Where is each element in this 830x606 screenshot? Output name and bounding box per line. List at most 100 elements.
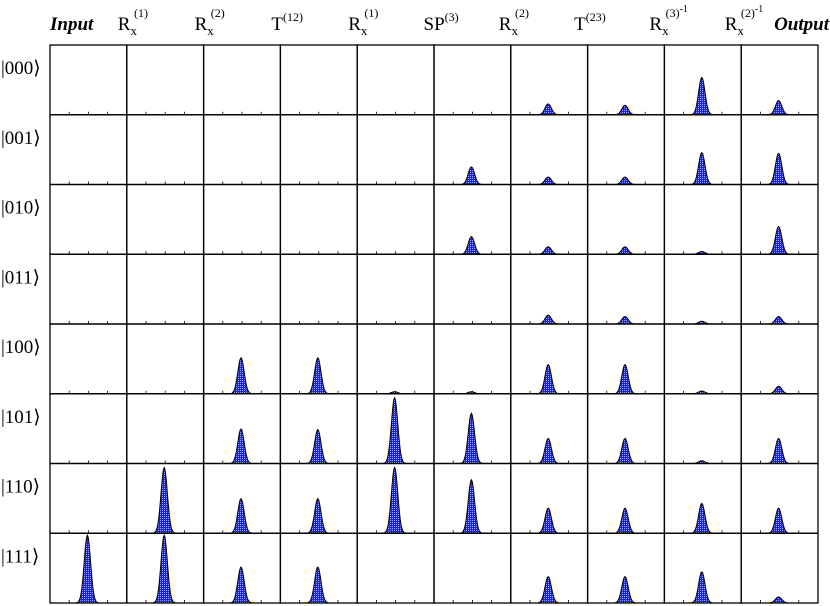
header-base: R (195, 14, 208, 35)
cell (586, 183, 666, 255)
row-label: |111⟩ (1, 546, 39, 567)
header-sub: x (511, 23, 518, 38)
header-sup: (2) (211, 6, 225, 20)
header-sub: x (662, 23, 669, 38)
row-label: |100⟩ (1, 337, 41, 358)
peak (535, 176, 562, 185)
cell (663, 183, 742, 255)
peak (381, 396, 408, 464)
peak (535, 246, 562, 255)
peak (228, 566, 254, 604)
cell (49, 183, 128, 255)
header-sup: (2) (515, 6, 529, 20)
peak (612, 246, 638, 255)
peak (458, 236, 485, 255)
cell (510, 183, 589, 255)
header-sup: (23) (586, 10, 606, 24)
peak (535, 507, 562, 534)
peak (535, 103, 562, 116)
peak (228, 428, 254, 464)
peak (612, 104, 638, 116)
peak (612, 363, 638, 395)
header-base: T (271, 14, 283, 35)
column-header: Rx (2) (499, 6, 529, 38)
cell (433, 532, 512, 604)
peak (612, 575, 638, 604)
header-base: R (649, 14, 662, 35)
column-header: T(23) (574, 10, 606, 35)
cell (433, 253, 512, 325)
cell (586, 114, 666, 186)
cell (126, 253, 205, 325)
column-header: SP(3) (424, 10, 459, 35)
cell (663, 253, 742, 325)
peak (612, 316, 638, 325)
header-sub: x (207, 23, 214, 38)
cell (202, 44, 282, 116)
cell (126, 114, 205, 186)
column-header: Rx (1) (118, 6, 148, 38)
peak (304, 428, 331, 464)
column-header: Rx (2)-1 (725, 4, 764, 38)
cell (49, 114, 128, 186)
header-sup: (2) (741, 6, 755, 20)
row-label: |000⟩ (1, 58, 41, 79)
cell (202, 183, 282, 255)
peak (304, 356, 331, 395)
cell (279, 253, 358, 325)
peak (765, 385, 792, 395)
peak (304, 497, 331, 534)
cell (740, 532, 819, 604)
peak (612, 437, 638, 464)
column-header: Input (49, 14, 94, 35)
header-base: R (348, 14, 361, 35)
header-sup: (12) (283, 10, 303, 24)
header-sup: (3) (445, 10, 459, 24)
cell (510, 114, 589, 186)
peak (535, 314, 562, 325)
cell (279, 183, 358, 255)
peak (304, 566, 331, 604)
cell (202, 114, 282, 186)
header-base: R (118, 14, 131, 35)
cell (740, 253, 819, 325)
peak (765, 152, 792, 185)
cell (126, 183, 205, 255)
peak (151, 533, 178, 604)
header-sup: (1) (364, 6, 378, 20)
header-base: Output (774, 14, 830, 35)
cell (740, 323, 819, 395)
cell (49, 323, 128, 395)
column-header: Rx (2) (195, 6, 225, 38)
column-header: T(12) (271, 10, 303, 35)
header-sup2: -1 (680, 4, 688, 15)
cell (356, 183, 435, 255)
peak (688, 571, 715, 604)
row-label: |110⟩ (1, 477, 40, 498)
peak (535, 575, 562, 604)
row-label: |001⟩ (1, 128, 41, 149)
header-base: R (725, 14, 738, 35)
cell (356, 323, 435, 395)
peak (458, 166, 485, 185)
cell (49, 44, 128, 116)
peak (688, 502, 715, 534)
column-header: Rx (1) (348, 6, 378, 38)
peak (688, 151, 715, 185)
row-label: |101⟩ (1, 407, 41, 428)
peak (765, 596, 792, 604)
header-sup: (3) (666, 6, 680, 20)
peak (151, 466, 178, 534)
cell (356, 114, 435, 186)
cell (126, 44, 205, 116)
cell (433, 323, 512, 395)
peak (765, 437, 792, 464)
cell (49, 253, 128, 325)
cell (586, 253, 666, 325)
peak (612, 507, 638, 534)
header-sub: x (737, 23, 744, 38)
peak (612, 176, 638, 185)
cell (126, 323, 205, 395)
cell (126, 393, 205, 465)
